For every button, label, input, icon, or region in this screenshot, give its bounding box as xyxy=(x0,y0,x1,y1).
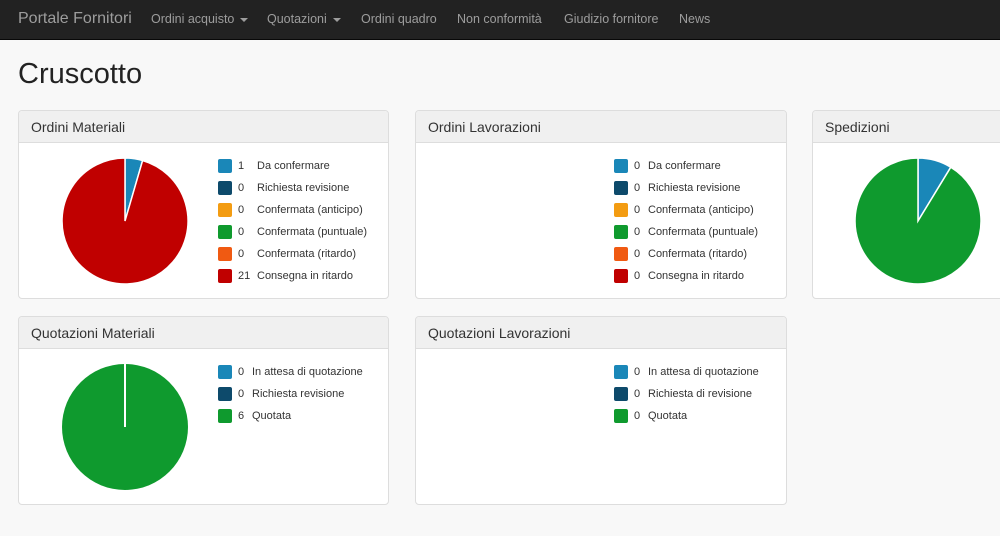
legend-swatch xyxy=(218,247,232,261)
nav-ordini-acquisto[interactable]: Ordini acquisto xyxy=(151,12,249,26)
legend-swatch xyxy=(614,247,628,261)
legend-swatch xyxy=(614,203,628,217)
legend-count: 0 xyxy=(634,248,641,260)
legend-count: 0 xyxy=(238,248,245,260)
legend-swatch xyxy=(614,181,628,195)
legend-count: 0 xyxy=(238,366,245,378)
legend-swatch xyxy=(218,203,232,217)
panel-heading: Ordini Materiali xyxy=(19,111,388,143)
legend-count: 0 xyxy=(634,204,641,216)
pie-slice-consegna-in-ritardo[interactable] xyxy=(61,157,189,285)
page-title: Cruscotto xyxy=(18,58,143,90)
pie-slice-green[interactable] xyxy=(854,157,982,285)
panel-ordini-lavorazioni: Ordini Lavorazioni 0 Da confermare 0 Ric… xyxy=(415,110,787,299)
panel-heading: Quotazioni Lavorazioni xyxy=(416,317,786,349)
panel-title: Spedizioni xyxy=(825,119,890,135)
legend-swatch xyxy=(614,365,628,379)
legend-swatch xyxy=(614,387,628,401)
legend-count: 0 xyxy=(634,160,641,172)
legend-count: 0 xyxy=(634,410,641,422)
legend-count: 0 xyxy=(634,366,641,378)
legend-swatch xyxy=(218,387,232,401)
legend-label: Quotata xyxy=(252,410,292,422)
legend-label: Confermata (puntuale) xyxy=(257,226,368,238)
top-navbar: Portale Fornitori Ordini acquisto Quotaz… xyxy=(0,0,1000,40)
panel-ordini-materiali: Ordini Materiali 1 Da confermare 0 Richi… xyxy=(18,110,389,299)
pie-chart xyxy=(854,157,982,285)
legend-label: Confermata (puntuale) xyxy=(648,226,759,238)
panel-heading: Ordini Lavorazioni xyxy=(416,111,786,143)
panel-spedizioni: Spedizioni xyxy=(812,110,1000,299)
legend-swatch xyxy=(614,269,628,283)
nav-ordini-quadro[interactable]: Ordini quadro xyxy=(361,12,437,26)
nav-giudizio-fornitore[interactable]: Giudizio fornitore xyxy=(564,12,659,26)
legend-label: In attesa di quotazione xyxy=(648,366,759,378)
panel-title: Quotazioni Materiali xyxy=(31,325,155,341)
legend-count: 21 xyxy=(238,270,251,282)
legend-label: Consegna in ritardo xyxy=(648,270,745,282)
legend-swatch xyxy=(218,365,232,379)
nav-quotazioni-label: Quotazioni xyxy=(267,12,327,26)
chart-legend: 0 Da confermare 0 Richiesta revisione 0 … xyxy=(614,159,784,289)
legend-label: Confermata (anticipo) xyxy=(648,204,754,216)
legend-label: Confermata (ritardo) xyxy=(648,248,748,260)
legend-count: 0 xyxy=(238,226,245,238)
legend-label: Quotata xyxy=(648,410,688,422)
legend-label: Da confermare xyxy=(648,160,721,172)
pie-chart xyxy=(61,157,189,285)
legend-swatch xyxy=(218,181,232,195)
pie-chart xyxy=(62,364,188,490)
panel-title: Ordini Materiali xyxy=(31,119,126,135)
nav-quotazioni[interactable]: Quotazioni xyxy=(267,12,341,26)
legend-label: Confermata (anticipo) xyxy=(257,204,363,216)
panel-quotazioni-materiali: Quotazioni Materiali 0 In attesa di quot… xyxy=(18,316,389,505)
panel-heading: Quotazioni Materiali xyxy=(19,317,388,349)
legend-swatch xyxy=(218,159,232,173)
legend-count: 0 xyxy=(634,226,641,238)
nav-ordini-acquisto-label: Ordini acquisto xyxy=(151,12,235,26)
panel-title: Ordini Lavorazioni xyxy=(428,119,541,135)
legend-swatch xyxy=(218,225,232,239)
legend-count: 6 xyxy=(238,410,245,422)
legend-count: 0 xyxy=(634,182,641,194)
chevron-down-icon xyxy=(240,17,249,22)
legend-swatch xyxy=(614,225,628,239)
panel-title: Quotazioni Lavorazioni xyxy=(428,325,571,341)
brand-link[interactable]: Portale Fornitori xyxy=(18,10,132,27)
panel-quotazioni-lavorazioni: Quotazioni Lavorazioni 0 In attesa di qu… xyxy=(415,316,787,505)
chart-legend: 0 In attesa di quotazione 0 Richiesta re… xyxy=(218,365,388,435)
nav-non-conformita[interactable]: Non conformità xyxy=(457,12,542,26)
legend-swatch xyxy=(614,159,628,173)
legend-label: Richiesta revisione xyxy=(252,388,345,400)
legend-count: 0 xyxy=(238,388,245,400)
legend-label: Confermata (ritardo) xyxy=(257,248,357,260)
legend-label: Richiesta di revisione xyxy=(648,388,752,400)
legend-swatch xyxy=(218,269,232,283)
legend-label: Consegna in ritardo xyxy=(257,270,354,282)
legend-label: In attesa di quotazione xyxy=(252,366,363,378)
nav-news[interactable]: News xyxy=(679,12,711,26)
chart-legend: 0 In attesa di quotazione 0 Richiesta di… xyxy=(614,365,784,435)
legend-count: 0 xyxy=(238,182,245,194)
legend-label: Da confermare xyxy=(257,160,330,172)
panel-heading: Spedizioni xyxy=(813,111,1000,143)
legend-swatch xyxy=(218,409,232,423)
legend-label: Richiesta revisione xyxy=(648,182,741,194)
legend-swatch xyxy=(614,409,628,423)
legend-label: Richiesta revisione xyxy=(257,182,350,194)
legend-count: 1 xyxy=(238,160,245,172)
chevron-down-icon xyxy=(332,17,341,22)
chart-legend: 1 Da confermare 0 Richiesta revisione 0 … xyxy=(218,159,388,289)
legend-count: 0 xyxy=(238,204,245,216)
legend-count: 0 xyxy=(634,388,641,400)
legend-count: 0 xyxy=(634,270,641,282)
